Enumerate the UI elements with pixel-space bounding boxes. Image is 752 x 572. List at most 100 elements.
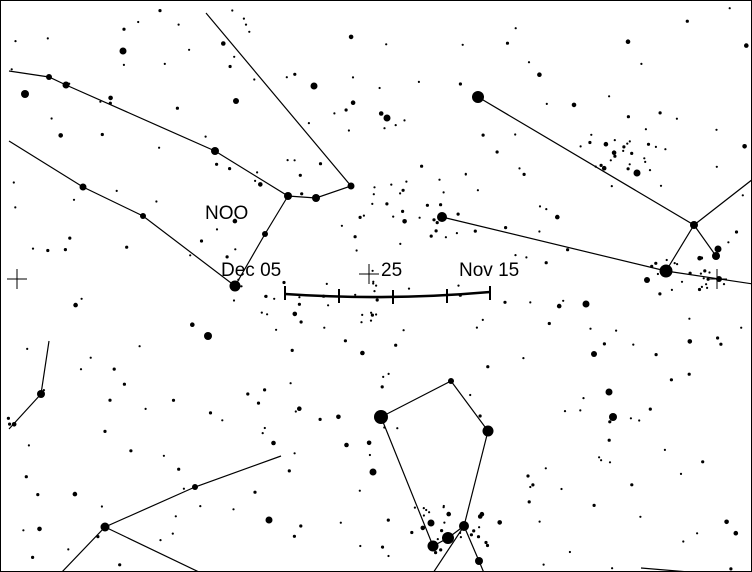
faint-star (231, 9, 234, 12)
faint-star (407, 287, 411, 290)
faint-star (159, 539, 162, 542)
faint-star (727, 241, 730, 244)
faint-star (537, 72, 542, 77)
faint-star (31, 247, 35, 250)
faint-star (630, 151, 634, 155)
faint-star (144, 407, 147, 410)
faint-star (529, 301, 532, 304)
faint-star (79, 368, 83, 371)
faint-star (370, 313, 374, 317)
faint-star (700, 285, 704, 288)
faint-star (428, 511, 431, 514)
faint-star (464, 173, 467, 176)
star (21, 90, 29, 98)
faint-star (6, 416, 10, 420)
faint-star (129, 449, 133, 453)
faint-star (271, 440, 276, 446)
star (140, 213, 146, 219)
faint-star (333, 112, 336, 115)
faint-star (538, 230, 541, 233)
faint-star (387, 554, 390, 558)
faint-star (436, 538, 439, 541)
faint-star (505, 41, 510, 45)
faint-star (722, 283, 726, 286)
faint-star (626, 167, 630, 171)
faint-star (318, 417, 322, 421)
faint-star (742, 144, 747, 149)
faint-star (215, 162, 219, 166)
path-label-end: Nov 15 (459, 260, 519, 281)
faint-star (608, 461, 612, 464)
faint-star (538, 205, 542, 208)
faint-star (339, 521, 342, 524)
faint-star (744, 43, 749, 48)
comet-track (284, 286, 491, 304)
faint-star (108, 95, 113, 101)
star (79, 183, 87, 191)
faint-star (679, 472, 683, 475)
faint-star (42, 389, 46, 392)
faint-star (103, 429, 107, 433)
faint-star (37, 526, 42, 532)
faint-star (656, 272, 660, 276)
faint-star (697, 255, 702, 261)
faint-star (199, 505, 202, 508)
faint-star (724, 519, 729, 525)
faint-star (658, 111, 662, 115)
faint-star (318, 162, 323, 166)
faint-star (373, 186, 376, 189)
faint-star (670, 288, 674, 291)
faint-star (63, 248, 67, 252)
faint-star (158, 9, 162, 13)
faint-star (361, 313, 364, 316)
star (310, 82, 318, 90)
faint-star (353, 235, 357, 239)
faint-star (344, 442, 349, 448)
faint-star (588, 140, 592, 145)
faint-star (425, 508, 428, 512)
faint-star (685, 19, 689, 23)
faint-star (741, 194, 744, 197)
faint-star (22, 529, 25, 532)
faint-star (232, 299, 236, 302)
faint-star (380, 545, 385, 549)
faint-star (351, 76, 355, 79)
faint-star (410, 530, 414, 535)
faint-star (478, 414, 482, 418)
faint-star (439, 548, 443, 552)
faint-star (401, 188, 405, 192)
faint-star (545, 102, 548, 105)
star (472, 91, 484, 103)
faint-star (481, 318, 484, 321)
faint-star (607, 438, 611, 442)
faint-star (385, 43, 388, 46)
faint-star (599, 163, 603, 167)
faint-star (228, 64, 232, 69)
path-label-middle: 25 (381, 260, 402, 281)
faint-star (476, 189, 479, 192)
faint-star (175, 106, 179, 110)
faint-star (100, 505, 103, 508)
constellation-line (8, 340, 50, 430)
faint-star (285, 76, 288, 79)
faint-star (188, 48, 191, 51)
faint-star (676, 263, 679, 266)
faint-star (571, 102, 577, 108)
faint-star (118, 563, 122, 567)
faint-star (459, 536, 462, 539)
constellation-line (104, 526, 199, 571)
star (119, 47, 127, 55)
faint-star (387, 372, 390, 375)
star (437, 212, 447, 222)
faint-star (613, 139, 616, 142)
faint-star (190, 322, 195, 328)
faint-star (472, 529, 476, 533)
faint-star (199, 239, 204, 243)
faint-star (422, 507, 425, 510)
faint-star (455, 232, 458, 235)
constellation-line (640, 567, 685, 571)
faint-star (589, 327, 592, 330)
faint-star (287, 469, 291, 473)
faint-star (469, 393, 472, 397)
